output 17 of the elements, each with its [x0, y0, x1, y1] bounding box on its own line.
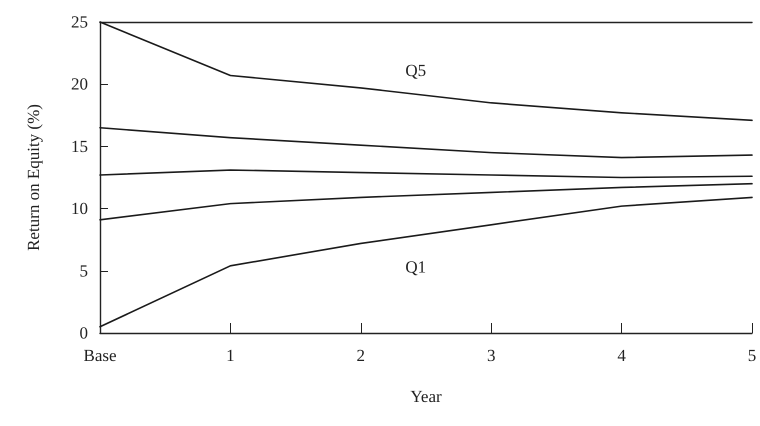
- y-tick-label: 0: [80, 324, 88, 342]
- y-tick-label: 10: [71, 199, 88, 218]
- line-series: [99, 196, 753, 328]
- x-tick-label: 4: [617, 346, 626, 365]
- y-tick-label: 5: [80, 261, 88, 280]
- x-tick-label: 2: [356, 346, 366, 365]
- x-tick-label: Base: [83, 346, 117, 365]
- x-tick-label: 1: [226, 346, 235, 365]
- y-axis-title: Return on Equity (%): [24, 104, 43, 251]
- series-label: Q1: [405, 257, 426, 276]
- x-axis-title: Year: [410, 387, 442, 406]
- x-tick-label: 5: [748, 346, 756, 365]
- x-tick-label: 3: [486, 346, 496, 365]
- y-tick-label: 25: [71, 12, 88, 32]
- y-tick-label: 20: [71, 74, 88, 94]
- series-label: Q5: [405, 60, 426, 80]
- y-tick-label: 15: [71, 136, 88, 156]
